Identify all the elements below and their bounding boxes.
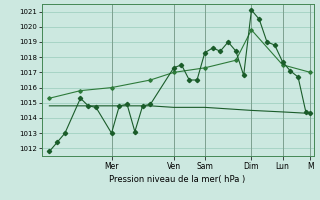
X-axis label: Pression niveau de la mer( hPa ): Pression niveau de la mer( hPa )	[109, 175, 246, 184]
